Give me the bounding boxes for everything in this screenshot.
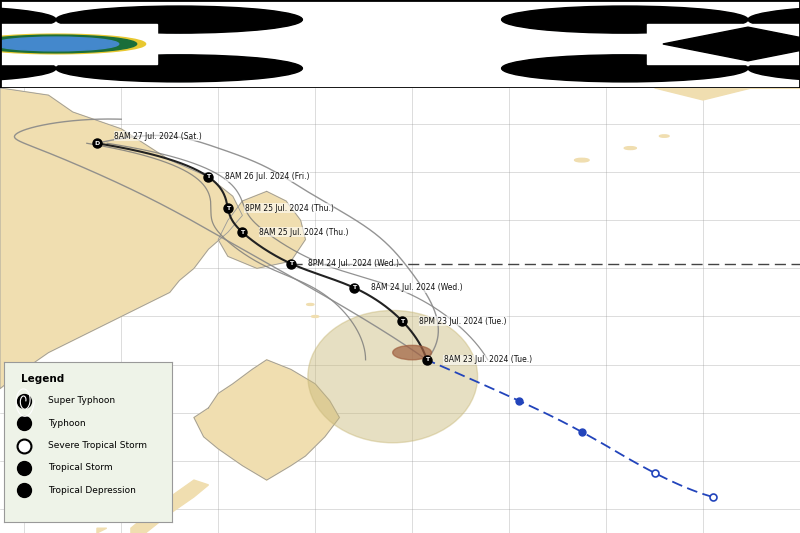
Text: Tropical Depression: Tropical Depression [48,486,135,495]
Polygon shape [122,514,136,521]
Text: 8AM 27 Jul. 2024 (Sat.): 8AM 27 Jul. 2024 (Sat.) [114,132,202,141]
FancyBboxPatch shape [647,24,800,64]
Circle shape [0,6,56,33]
Text: T: T [400,319,405,324]
Text: 8PM 24 Jul. 2024 (Wed.): 8PM 24 Jul. 2024 (Wed.) [308,259,399,268]
Ellipse shape [306,303,314,305]
Ellipse shape [308,310,478,443]
Text: T: T [425,357,429,362]
Ellipse shape [574,158,589,162]
Ellipse shape [659,135,669,138]
Text: D: D [94,141,99,146]
Text: 23 July 2024, 11AM Tropical Cyclone Bulletin #15: 23 July 2024, 11AM Tropical Cyclone Bull… [254,60,546,72]
Circle shape [0,55,50,81]
Text: Typhoon: Typhoon [48,419,86,427]
Text: Super Typhoon: Super Typhoon [48,397,115,405]
Polygon shape [97,528,106,533]
Text: T: T [226,206,230,211]
Polygon shape [218,191,306,269]
Polygon shape [194,360,339,480]
Text: T: T [289,261,293,266]
Text: Tropical Storm: Tropical Storm [48,464,112,472]
Text: S: S [21,464,27,472]
Text: Severe Tropical Storm: Severe Tropical Storm [48,441,146,450]
Circle shape [748,55,800,82]
Polygon shape [0,88,242,389]
Text: T: T [21,419,27,427]
Circle shape [508,55,742,81]
Circle shape [508,7,742,33]
Text: Track and Intensity Forecast of Typhoon CARINA {GAEMI}: Track and Intensity Forecast of Typhoon … [138,23,662,38]
Text: 8AM 23 Jul. 2024 (Tue.): 8AM 23 Jul. 2024 (Tue.) [444,356,532,364]
Text: Legend: Legend [21,374,64,384]
Circle shape [56,6,302,33]
Polygon shape [663,27,800,61]
Circle shape [62,7,296,33]
Text: T: T [240,230,245,235]
Text: D: D [21,486,28,495]
Text: T: T [206,174,210,180]
Text: 8AM 25 Jul. 2024 (Thu.): 8AM 25 Jul. 2024 (Thu.) [259,228,349,237]
Circle shape [62,55,296,81]
Circle shape [754,55,800,81]
Text: 8PM 25 Jul. 2024 (Thu.): 8PM 25 Jul. 2024 (Thu.) [245,204,334,213]
Polygon shape [131,480,209,533]
Circle shape [0,37,118,51]
Circle shape [0,35,137,53]
Circle shape [0,34,146,54]
Polygon shape [654,88,800,100]
Ellipse shape [393,345,431,360]
Text: 8PM 23 Jul. 2024 (Tue.): 8PM 23 Jul. 2024 (Tue.) [419,317,507,326]
FancyBboxPatch shape [0,24,157,64]
Circle shape [502,55,748,82]
Text: 8AM 26 Jul. 2024 (Fri.): 8AM 26 Jul. 2024 (Fri.) [226,173,310,181]
Text: 8AM 24 Jul. 2024 (Wed.): 8AM 24 Jul. 2024 (Wed.) [371,283,462,292]
Circle shape [754,7,800,33]
Circle shape [502,6,748,33]
Circle shape [56,55,302,82]
Text: T: T [352,285,356,290]
Circle shape [0,55,56,82]
Circle shape [0,7,50,33]
Ellipse shape [311,316,318,318]
Circle shape [748,6,800,33]
Ellipse shape [624,147,636,150]
